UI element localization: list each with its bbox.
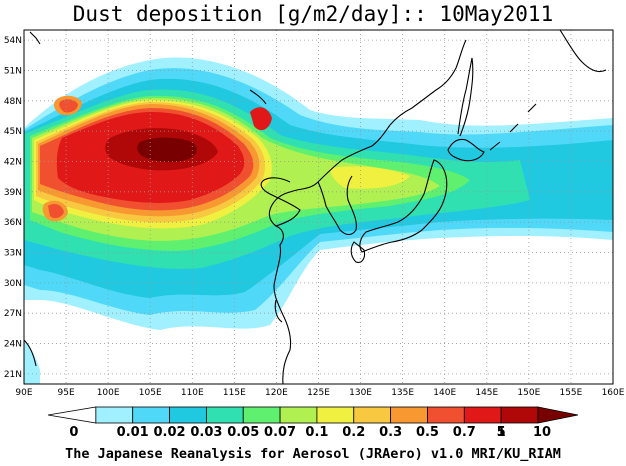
x-tick-label: 155E bbox=[559, 388, 582, 398]
colorbar-label: 10 bbox=[533, 425, 551, 440]
contour-07c bbox=[48, 204, 64, 219]
colorbar-max-triangle bbox=[537, 406, 579, 424]
coastlines bbox=[24, 30, 607, 384]
x-tick-label: 105E bbox=[139, 388, 162, 398]
colorbar-label: 0.07 bbox=[264, 425, 296, 440]
colorbar-label: 0.2 bbox=[342, 425, 365, 440]
colorbar-swatch bbox=[279, 406, 318, 424]
x-tick-label: 95E bbox=[58, 388, 75, 398]
colorbar: 0 0.01 0.02 0.03 0.05 0.07 0.1 0.2 0.3 0.5 0.7 15 10 bbox=[47, 406, 579, 440]
colorbar-swatch bbox=[463, 406, 502, 424]
colorbar-label: 0.02 bbox=[154, 425, 186, 440]
colorbar-swatch bbox=[316, 406, 355, 424]
colorbar-swatch bbox=[353, 406, 392, 424]
sakhalin bbox=[457, 57, 474, 137]
colorbar-label: 1 bbox=[497, 425, 506, 440]
y-tick-label: 42N bbox=[4, 157, 22, 167]
contour-1b bbox=[250, 107, 272, 131]
colorbar-swatch bbox=[242, 406, 281, 424]
colorbar-label: 0.1 bbox=[305, 425, 328, 440]
colorbar-label: 5 bbox=[497, 425, 506, 440]
japan-kyushu bbox=[350, 241, 366, 263]
y-tick-label: 36N bbox=[4, 218, 22, 228]
y-tick-label: 24N bbox=[4, 340, 22, 350]
colorbar-swatch bbox=[95, 406, 134, 424]
colorbar-label: 0.3 bbox=[379, 425, 402, 440]
colorbar-swatch bbox=[132, 406, 170, 424]
korea-coastline bbox=[317, 175, 357, 236]
y-tick-label: 21N bbox=[4, 370, 22, 380]
colorbar-swatch bbox=[169, 406, 207, 424]
y-tick-labels: 21N 24N 27N 30N 33N 36N 39N 42N 45N 48N 51N 54N bbox=[4, 36, 22, 380]
kurils bbox=[489, 103, 537, 151]
x-tick-label: 110E bbox=[181, 388, 204, 398]
x-tick-label: 140E bbox=[433, 388, 456, 398]
colorbar-label: 0.7 bbox=[453, 425, 476, 440]
x-tick-label: 125E bbox=[307, 388, 330, 398]
colorbar-label: 0.01 bbox=[117, 425, 149, 440]
contour-001b bbox=[24, 340, 40, 384]
x-tick-label: 130E bbox=[349, 388, 372, 398]
y-tick-label: 48N bbox=[4, 97, 22, 107]
taiwan bbox=[274, 299, 283, 323]
colorbar-label: 0.05 bbox=[227, 425, 259, 440]
y-tick-label: 51N bbox=[4, 66, 22, 76]
lake-baikal bbox=[249, 89, 267, 105]
x-tick-label: 160E bbox=[602, 388, 625, 398]
y-tick-label: 54N bbox=[4, 36, 22, 46]
contour-07b bbox=[59, 99, 78, 113]
map-title: Dust deposition [g/m2/day]:: 10May2011 bbox=[72, 2, 554, 26]
colorbar-label: 0.03 bbox=[190, 425, 222, 440]
x-tick-labels: 90E 95E 100E 105E 110E 115E 120E 125E 130E 135E 14… bbox=[15, 388, 624, 398]
x-tick-label: 145E bbox=[475, 388, 498, 398]
contour-02b bbox=[330, 166, 410, 189]
kamchatka-coastline bbox=[559, 30, 607, 73]
y-tick-label: 27N bbox=[4, 309, 22, 319]
y-tick-label: 45N bbox=[4, 127, 22, 137]
footer-credit: The Japanese Reanalysis for Aerosol (JRA… bbox=[65, 446, 561, 462]
x-tick-label: 100E bbox=[97, 388, 120, 398]
colorbar-swatch bbox=[205, 406, 244, 424]
contour-10 bbox=[137, 137, 197, 163]
hainan bbox=[24, 339, 37, 367]
x-tick-label: 90E bbox=[15, 388, 32, 398]
colorbar-min-triangle bbox=[47, 406, 97, 424]
x-tick-label: 120E bbox=[265, 388, 288, 398]
japan-honshu bbox=[359, 159, 448, 253]
gridlines bbox=[24, 30, 613, 384]
dust-field bbox=[24, 57, 613, 384]
plot-frame bbox=[23, 29, 614, 385]
x-tick-label: 135E bbox=[391, 388, 414, 398]
y-tick-label: 33N bbox=[4, 249, 22, 259]
colorbar-label: 0 bbox=[69, 425, 78, 440]
bohai-coastline bbox=[260, 177, 301, 227]
colorbar-label: 0.5 bbox=[416, 425, 439, 440]
y-tick-label: 39N bbox=[4, 188, 22, 198]
y-tick-label: 30N bbox=[4, 279, 22, 289]
colorbar-swatch bbox=[390, 406, 428, 424]
russia-coastline bbox=[389, 39, 467, 126]
colorbar-swatch bbox=[427, 406, 465, 424]
japan-hokkaido bbox=[447, 138, 485, 162]
x-tick-label: 150E bbox=[517, 388, 540, 398]
colorbar-swatch bbox=[500, 406, 539, 424]
small-lake bbox=[29, 31, 41, 45]
x-tick-label: 115E bbox=[223, 388, 246, 398]
china-coastline bbox=[268, 124, 391, 384]
